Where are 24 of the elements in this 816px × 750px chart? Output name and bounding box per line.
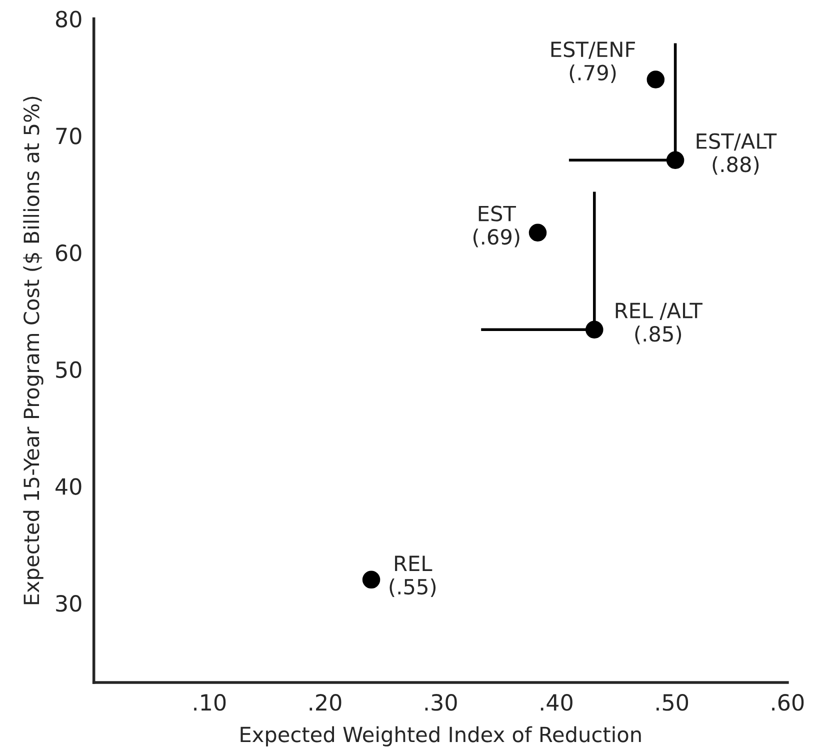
point xyxy=(666,151,684,170)
x-tick-label: .40 xyxy=(540,694,572,711)
point xyxy=(528,224,547,242)
x-axis-title: Expected Weighted Index of Reduction xyxy=(240,726,641,746)
y-tick-label: 60 xyxy=(56,244,82,262)
x-tick-label: .60 xyxy=(772,694,804,711)
x-tick-label: .20 xyxy=(310,694,342,711)
annotation: REL /ALT (.85) xyxy=(616,302,702,344)
y-tick-label: 80 xyxy=(56,10,82,28)
annotation: EST (.69) xyxy=(473,206,520,248)
y-axis-title: Expected 15-Year Program Cost ($ Billions at 5%) xyxy=(23,96,44,604)
point xyxy=(362,570,380,589)
annotation: REL (.55) xyxy=(390,556,436,598)
y-tick-label: 70 xyxy=(56,128,82,144)
y-tick-label: 40 xyxy=(56,478,82,495)
point xyxy=(646,70,665,88)
y-tick-label: 30 xyxy=(56,594,82,612)
annotation: EST/ALT (.88) xyxy=(696,133,777,175)
x-tick-label: .30 xyxy=(425,694,457,711)
y-tick-label: 50 xyxy=(56,361,82,378)
x-tick-label: .10 xyxy=(194,694,226,711)
point xyxy=(586,320,604,338)
annotation: EST/ENF (.79) xyxy=(551,41,635,84)
x-tick-label: .50 xyxy=(656,694,688,711)
